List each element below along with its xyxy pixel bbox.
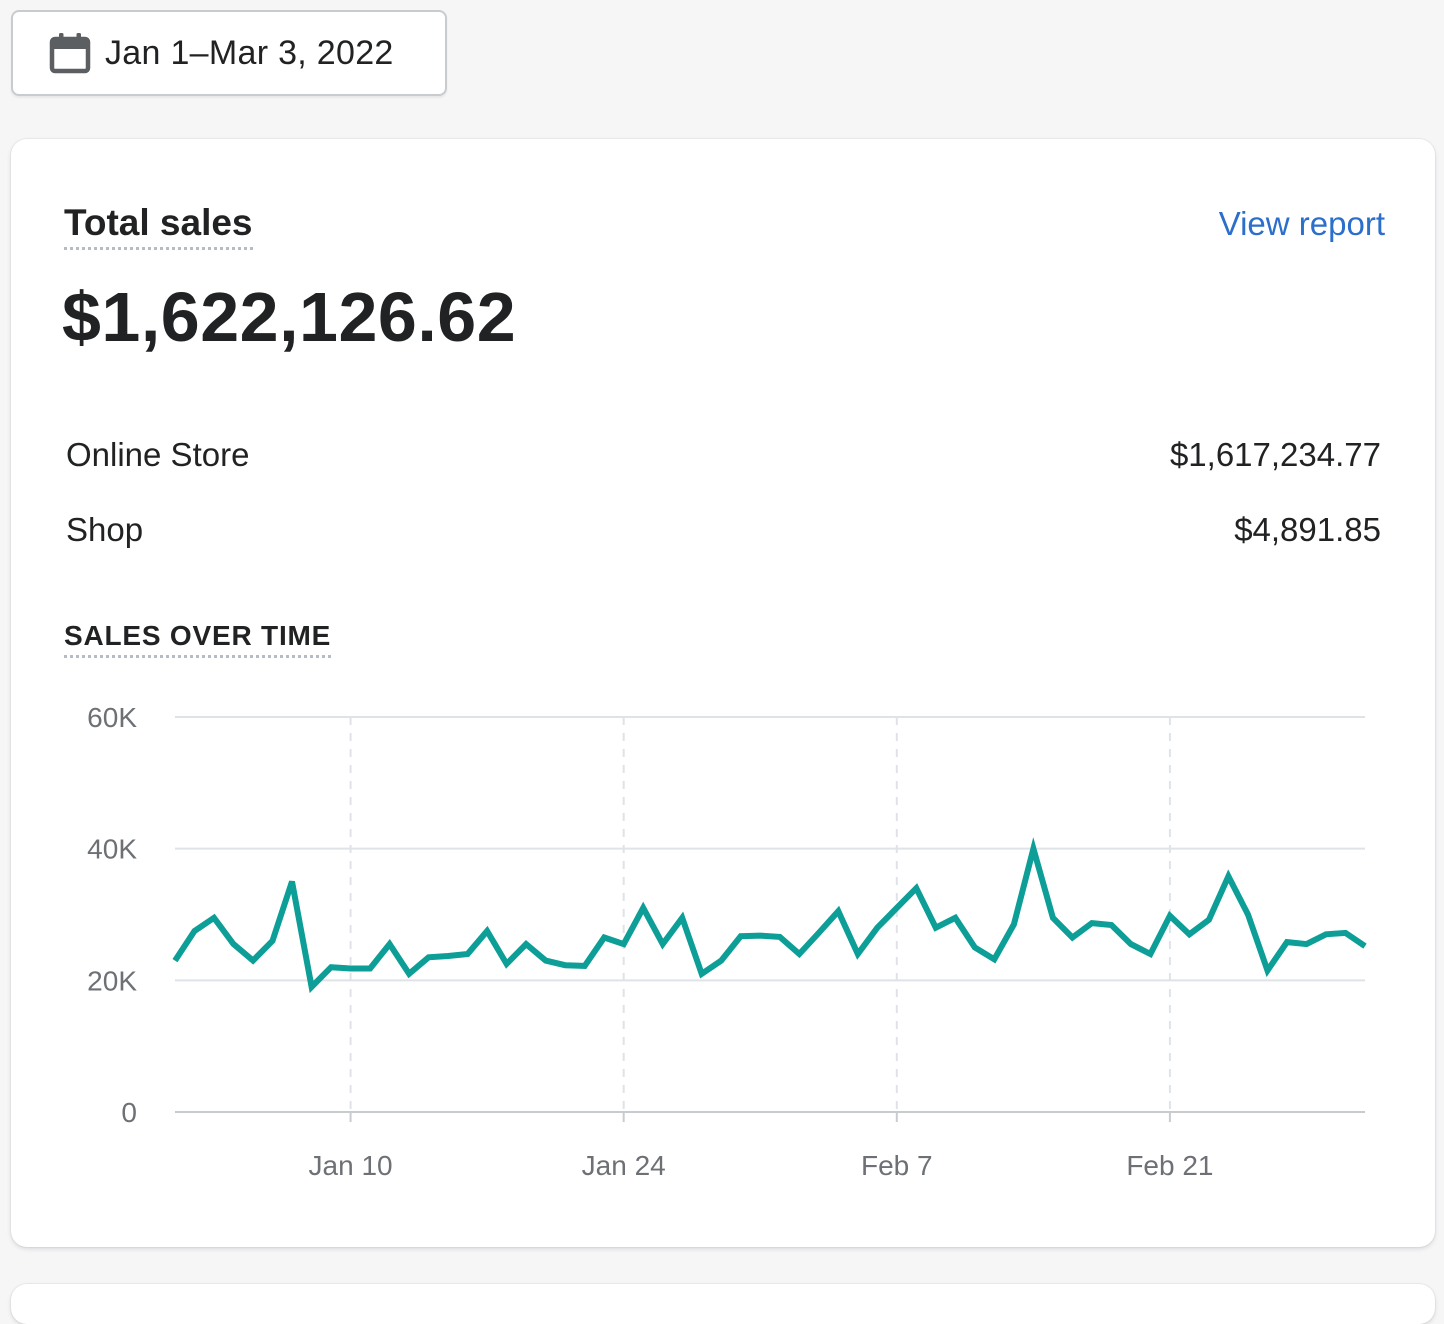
total-sales-card: Total sales View report $1,622,126.62 On… — [11, 139, 1435, 1247]
y-tick-label: 20K — [87, 965, 137, 996]
breakdown-value: $4,891.85 — [1234, 511, 1381, 548]
sales-over-time-title[interactable]: SALES OVER TIME — [64, 619, 332, 658]
sales-over-time-chart[interactable]: 0 20K 40K 60K Jan 10 Jan 24 Feb 7 Feb 21 — [11, 139, 1435, 1247]
total-sales-value: $1,622,126.62 — [62, 278, 517, 356]
view-report-link[interactable]: View report — [1218, 205, 1385, 242]
next-card — [11, 1284, 1435, 1324]
y-tick-label: 0 — [121, 1097, 137, 1128]
date-range-label: Jan 1–Mar 3, 2022 — [105, 33, 394, 72]
x-tick-label: Feb 21 — [1126, 1150, 1213, 1181]
sales-series-line[interactable] — [172, 837, 1367, 994]
y-tick-label: 40K — [87, 834, 137, 865]
card-title[interactable]: Total sales — [64, 201, 253, 250]
breakdown-row-shop: Shop $4,891.85 — [66, 511, 1381, 549]
x-tick-label: Feb 7 — [861, 1150, 933, 1181]
breakdown-value: $1,617,234.77 — [1169, 436, 1381, 473]
breakdown-label: Shop — [66, 511, 144, 548]
x-tick-label: Jan 10 — [309, 1150, 393, 1181]
breakdown-label: Online Store — [66, 436, 250, 473]
breakdown-row-online-store: Online Store $1,617,234.77 — [66, 436, 1381, 474]
x-tick-label: Jan 24 — [582, 1150, 666, 1181]
y-tick-label: 60K — [87, 702, 137, 733]
date-range-button[interactable]: Jan 1–Mar 3, 2022 — [11, 10, 447, 96]
calendar-icon — [49, 32, 91, 74]
